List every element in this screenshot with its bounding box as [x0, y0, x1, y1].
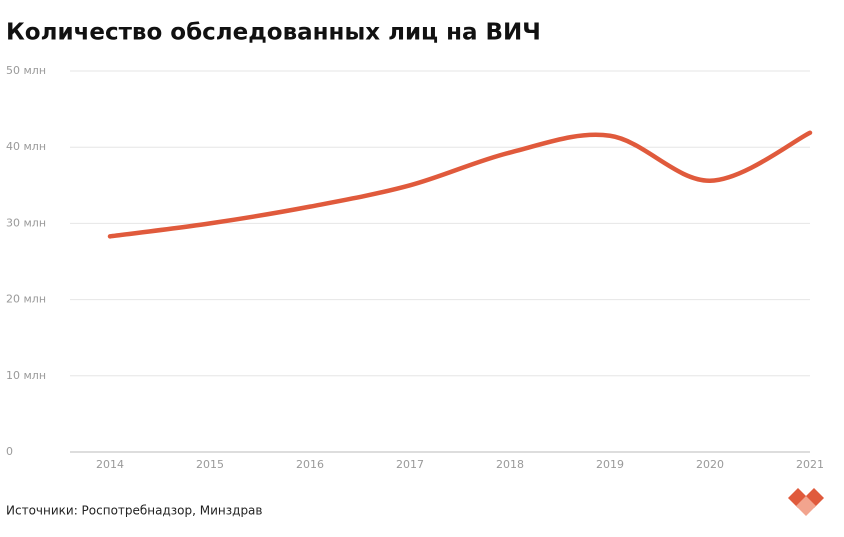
source: Источники: Роспотребнадзор, Минздрав	[6, 504, 262, 518]
x-tick-label: 2017	[396, 458, 424, 471]
y-tick-label: 20 млн	[6, 293, 46, 306]
x-tick-label: 2021	[796, 458, 824, 471]
x-tick-label: 2020	[696, 458, 724, 471]
y-tick-label: 30 млн	[6, 216, 46, 229]
x-tick-label: 2016	[296, 458, 324, 471]
y-tick-label: 10 млн	[6, 369, 46, 382]
y-tick-label: 50 млн	[6, 64, 46, 77]
x-tick-label: 2018	[496, 458, 524, 471]
chart-title: Количество обследованных лиц на ВИЧ	[6, 20, 541, 46]
y-tick-label: 40 млн	[6, 140, 46, 153]
x-tick-label: 2015	[196, 458, 224, 471]
x-tick-label: 2014	[96, 458, 124, 471]
logo	[788, 488, 824, 516]
y-tick-label: 0	[6, 445, 13, 458]
x-tick-label: 2019	[596, 458, 624, 471]
line	[107, 130, 813, 239]
